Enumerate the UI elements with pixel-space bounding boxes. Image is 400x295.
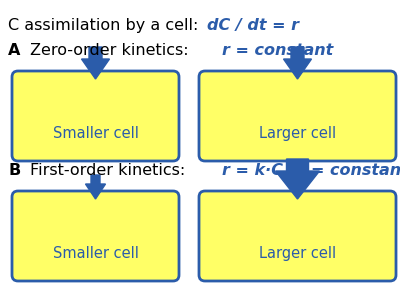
FancyBboxPatch shape <box>12 191 179 281</box>
Polygon shape <box>86 175 106 199</box>
Text: First-order kinetics:: First-order kinetics: <box>30 163 190 178</box>
Text: Zero-order kinetics:: Zero-order kinetics: <box>30 43 194 58</box>
Text: r = constant: r = constant <box>222 43 333 58</box>
Text: Larger cell: Larger cell <box>259 246 336 261</box>
FancyBboxPatch shape <box>199 71 396 161</box>
Text: r = k·C, k = constant: r = k·C, k = constant <box>222 163 400 178</box>
Text: B: B <box>8 163 20 178</box>
Text: Smaller cell: Smaller cell <box>52 246 138 261</box>
Text: Larger cell: Larger cell <box>259 126 336 141</box>
Polygon shape <box>284 47 312 79</box>
Text: Smaller cell: Smaller cell <box>52 126 138 141</box>
FancyBboxPatch shape <box>12 71 179 161</box>
Text: C assimilation by a cell:: C assimilation by a cell: <box>8 18 204 33</box>
Text: dC / dt = r: dC / dt = r <box>207 18 299 33</box>
Text: A: A <box>8 43 20 58</box>
Polygon shape <box>276 159 320 199</box>
Polygon shape <box>82 47 110 79</box>
FancyBboxPatch shape <box>199 191 396 281</box>
